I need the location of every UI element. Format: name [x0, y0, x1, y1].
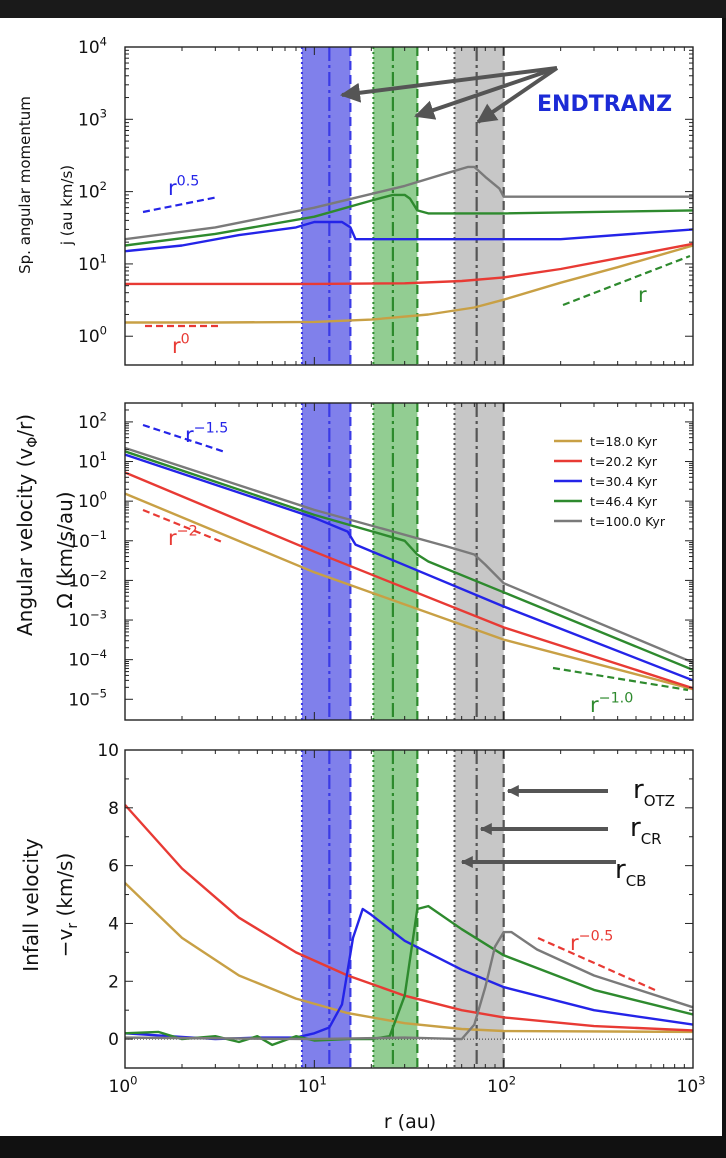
bottom-ylabel: Infall velocity −vr (km/s) [19, 838, 81, 972]
y-tick-label: 10−3 [68, 607, 107, 631]
series-line-0 [125, 244, 693, 324]
top-ylabel: Sp. angular momentum j (au km/s) [16, 96, 76, 274]
slope-label-r05: r0.5 [168, 174, 199, 200]
series-line-2 [125, 220, 693, 253]
arrow-blue [340, 66, 558, 103]
transition-band-green [372, 47, 419, 365]
transition-band-green [372, 403, 419, 720]
series-line-4 [125, 446, 693, 664]
figure-background [0, 18, 722, 1136]
series-line-1 [125, 471, 693, 690]
y-tick-label: 6 [108, 857, 119, 877]
slope-line-r1 [562, 254, 691, 307]
y-tick-label: 103 [78, 107, 107, 131]
x-tick-label: 102 [487, 1073, 516, 1097]
slope-line-rm15 [142, 423, 226, 454]
transition-band-green [372, 750, 419, 1068]
slope-label-rm05: r−0.5 [570, 929, 613, 955]
bottom-ylabel-line2: −vr (km/s) [53, 853, 81, 958]
y-tick-label: 10−2 [68, 568, 107, 592]
y-ticks [125, 46, 693, 337]
y-tick-label: 2 [108, 972, 119, 992]
axes-frame [124, 46, 694, 366]
legend-label-2: t=30.4 Kyr [590, 474, 658, 489]
series-line-2 [125, 453, 693, 682]
slope-line-rm2 [142, 508, 223, 544]
series-line-0 [125, 492, 693, 691]
y-tick-label: 10−1 [68, 528, 107, 552]
transition-band-gray [453, 403, 505, 720]
panel-middle: 10−5 10−4 10−3 10−2 10−1 100 101 102 r−1.5 r−2 r−1… [68, 402, 694, 721]
slope-line-r05 [142, 195, 219, 214]
legend-label-1: t=20.2 Kyr [590, 454, 658, 469]
x-tick-label: 100 [109, 1073, 138, 1097]
legend-label-4: t=100.0 Kyr [590, 514, 666, 529]
slope-label-r0: r0 [172, 332, 190, 358]
top-ylabel-line2: j (au km/s) [58, 165, 76, 246]
y-tick-label: 10−4 [68, 647, 107, 671]
band-fill-blue [301, 750, 351, 1068]
arrow-green [414, 66, 558, 120]
y-tick-label: 100 [78, 489, 107, 513]
x-tick-label: 101 [298, 1073, 327, 1097]
slope-label-rm2: r−2 [168, 524, 198, 550]
x-tick-label: 103 [677, 1073, 706, 1097]
legend: t=18.0 Kyr t=20.2 Kyr t=30.4 Kyr t=46.4 Kyr… [554, 434, 666, 529]
slope-label-r1: r [638, 283, 647, 307]
legend-label-0: t=18.0 Kyr [590, 434, 658, 449]
slope-line-rm1 [552, 666, 689, 692]
middle-ylabel: Angular velocity (vΦ/r) Ω (km/s/au) [13, 414, 77, 636]
slope-label-rm1: r−1.0 [590, 691, 633, 717]
middle-ylabel-line1: Angular velocity (vΦ/r) [13, 414, 41, 636]
y-tick-label: 104 [78, 34, 107, 58]
panel-top: 100 101 102 103 104 r0.5 r0 r [78, 34, 694, 366]
transition-band-blue [300, 750, 352, 1068]
transition-band-gray [453, 750, 505, 1068]
series-line-4 [125, 930, 693, 1041]
y-tick-label: 101 [78, 449, 107, 473]
slope-label-rm15: r−1.5 [185, 421, 228, 447]
endtranz-label: ENDTRANZ [537, 92, 672, 117]
annotation-arrows [340, 66, 559, 124]
y-tick-label: 102 [78, 409, 107, 433]
y-tick-label: 0 [108, 1030, 119, 1050]
series-line-3 [125, 450, 693, 672]
y-ticks [125, 749, 693, 1069]
y-tick-label: 102 [78, 179, 107, 203]
band-fill-blue [301, 403, 351, 720]
x-ticks [124, 750, 694, 1068]
y-tick-label: 4 [108, 914, 119, 934]
bottom-ylabel-line1: Infall velocity [19, 838, 43, 972]
y-tick-label: 10−5 [68, 687, 107, 711]
series-line-1 [125, 242, 693, 286]
band-fill-gray [454, 750, 504, 1068]
arrow-gray [476, 66, 559, 124]
radius-label-otz: rOTZ [633, 775, 675, 810]
legend-label-3: t=46.4 Kyr [590, 494, 658, 509]
transition-band-blue [300, 403, 352, 720]
y-tick-label: 8 [108, 799, 119, 819]
y-tick-label: 10 [97, 741, 119, 761]
x-ticks [124, 403, 694, 720]
y-tick-label: 100 [78, 324, 107, 348]
radius-label-cr: rCR [630, 813, 662, 848]
band-fill-green [373, 750, 418, 1068]
series-line-1 [125, 804, 693, 1032]
x-axis-label: r (au) [384, 1111, 436, 1133]
radius-label-cb: rCB [615, 855, 646, 890]
series-line-3 [125, 193, 693, 247]
series-line-0 [125, 882, 693, 1034]
y-ticks [125, 409, 693, 700]
band-fill-gray [454, 403, 504, 720]
middle-ylabel-line2: Ω (km/s/au) [53, 491, 77, 608]
series-line-4 [125, 165, 693, 241]
top-ylabel-line1: Sp. angular momentum [16, 96, 34, 274]
y-tick-label: 101 [78, 251, 107, 275]
axes-frame [124, 749, 694, 1069]
band-fill-green [373, 47, 418, 365]
